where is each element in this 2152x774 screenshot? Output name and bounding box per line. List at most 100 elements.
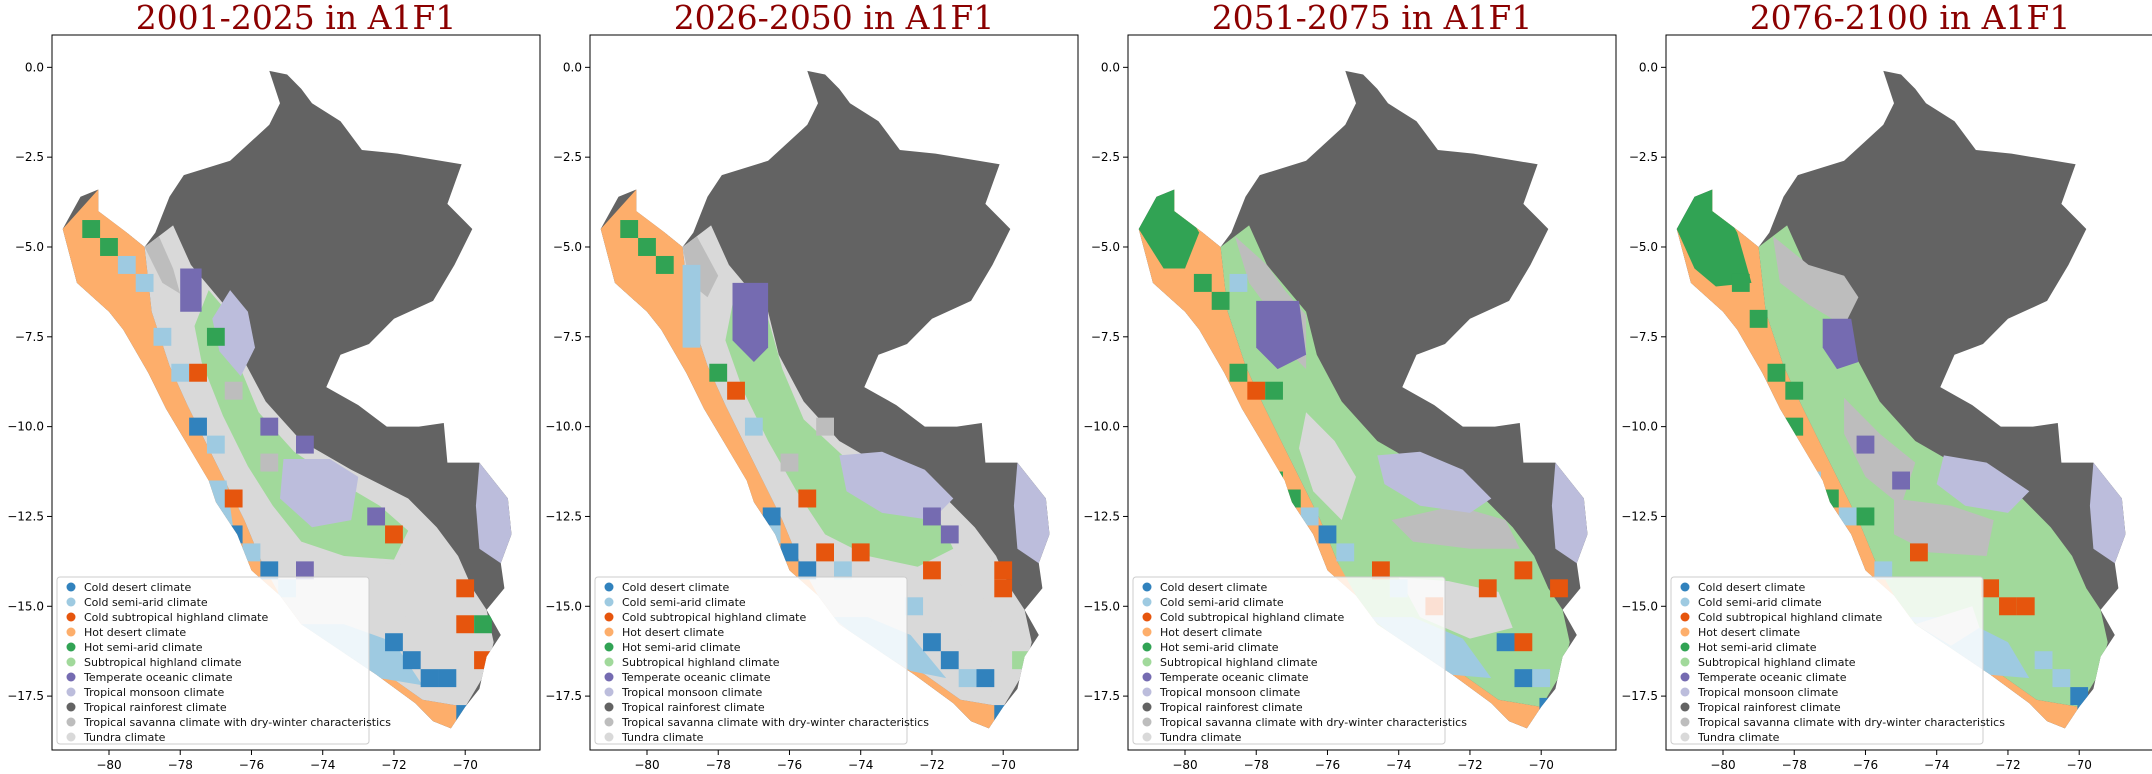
legend-label: Tropical rainforest climate: [1159, 701, 1303, 714]
legend-marker: [1142, 657, 1152, 667]
legend-marker: [66, 642, 76, 652]
x-tick-label: −72: [1995, 758, 2020, 772]
x-tick-label: −78: [168, 758, 193, 772]
legend-label: Cold subtropical highland climate: [1160, 611, 1344, 624]
y-tick-label: −12.5: [545, 509, 582, 523]
legend-marker: [604, 627, 614, 637]
legend-marker: [1680, 582, 1690, 592]
climate-zone: [839, 451, 954, 521]
legend-box: [1670, 576, 1984, 745]
legend-label: Cold desert climate: [622, 581, 729, 594]
y-tick-label: 0.0: [25, 60, 44, 74]
climate-cell: [727, 381, 745, 400]
map-panel-2: 2026-2050 in A1F1 −80 −78 −76 −74 −72 −70 0.0 −2…: [545, 0, 1079, 772]
y-tick-label: −15.0: [1621, 599, 1658, 613]
legend-label: Cold semi-arid climate: [1160, 596, 1284, 609]
climate-cell: [1892, 471, 1910, 490]
legend-label: Temperate oceanic climate: [1159, 671, 1309, 684]
climate-cell: [2016, 597, 2035, 616]
y-tick-label: −10.0: [545, 420, 582, 434]
x-tick-label: −70: [1529, 758, 1554, 772]
legend-label: Tundra climate: [1159, 731, 1242, 744]
legend: Cold desert climate Cold semi-arid climat…: [1132, 576, 1467, 745]
legend-marker: [1142, 672, 1152, 682]
climate-zone: [1772, 236, 1859, 326]
climate-zone: [682, 264, 701, 348]
legend-marker: [1142, 732, 1152, 742]
legend-marker: [66, 582, 76, 592]
climate-zone: [1256, 300, 1307, 370]
climate-cell: [905, 597, 924, 616]
climate-cell: [367, 507, 386, 526]
y-tick-label: −2.5: [15, 150, 44, 164]
legend-marker: [66, 597, 76, 607]
climate-cell: [456, 579, 475, 598]
legend-marker: [1142, 582, 1152, 592]
climate-zone: [144, 236, 181, 294]
legend-label: Cold subtropical highland climate: [84, 611, 268, 624]
legend-label: Tropical monsoon climate: [1159, 686, 1300, 699]
climate-cell: [940, 651, 959, 670]
legend-label: Tropical rainforest climate: [621, 701, 765, 714]
legend-label: Temperate oceanic climate: [1697, 671, 1847, 684]
climate-cell: [923, 507, 941, 526]
y-tick-label: −10.0: [7, 420, 44, 434]
climate-cell: [2070, 687, 2089, 706]
climate-cell: [780, 543, 799, 562]
legend-label: Tropical monsoon climate: [1697, 686, 1838, 699]
climate-cell: [224, 381, 243, 400]
x-tick-label: −70: [991, 758, 1016, 772]
legend: Cold desert climate Cold semi-arid climat…: [594, 576, 929, 745]
climate-cell: [456, 615, 475, 634]
legend-label: Cold semi-arid climate: [622, 596, 746, 609]
legend: Cold desert climate Cold semi-arid climat…: [1670, 576, 2005, 745]
climate-cell: [923, 561, 941, 580]
x-tick-label: −72: [381, 758, 406, 772]
legend-label: Hot desert climate: [622, 626, 724, 639]
legend-marker: [604, 582, 614, 592]
legend-marker: [604, 732, 614, 742]
legend-marker: [66, 687, 76, 697]
climate-cell: [206, 327, 225, 346]
climate-cell: [1785, 381, 1804, 400]
legend-label: Subtropical highland climate: [622, 656, 780, 669]
climate-cell: [171, 363, 190, 382]
y-tick-label: −17.5: [7, 689, 44, 703]
climate-zone: [1894, 498, 1994, 556]
climate-cell: [1981, 579, 2000, 598]
y-tick-label: −17.5: [1621, 689, 1658, 703]
climate-cell: [655, 255, 674, 274]
climate-cell: [851, 543, 870, 562]
climate-zone: [2089, 462, 2126, 564]
climate-zone: [732, 282, 769, 362]
climate-cell: [189, 363, 207, 382]
legend-label: Tropical monsoon climate: [83, 686, 224, 699]
legend-label: Tropical savanna climate with dry-winter…: [83, 716, 391, 729]
climate-cell: [1496, 633, 1515, 652]
climate-cell: [1856, 507, 1875, 526]
y-tick-label: −5.0: [1091, 240, 1120, 254]
y-tick-label: −7.5: [15, 330, 44, 344]
climate-cell: [1838, 507, 1857, 526]
climate-cell: [940, 525, 959, 544]
legend-marker: [1142, 702, 1152, 712]
climate-cell: [994, 579, 1013, 598]
legend-label: Hot semi-arid climate: [1698, 641, 1817, 654]
legend-marker: [1680, 687, 1690, 697]
legend-label: Tropical rainforest climate: [1697, 701, 1841, 714]
legend-marker: [66, 732, 76, 742]
legend-marker: [1680, 672, 1690, 682]
y-tick-label: −7.5: [553, 330, 582, 344]
climate-cell: [816, 543, 834, 562]
climate-zone: [1377, 451, 1492, 513]
legend-label: Tropical savanna climate with dry-winter…: [621, 716, 929, 729]
climate-zone: [1676, 189, 1752, 287]
x-tick-label: −72: [1457, 758, 1482, 772]
climate-cell: [1265, 381, 1283, 400]
legend-label: Hot desert climate: [1698, 626, 1800, 639]
y-tick-label: −17.5: [545, 689, 582, 703]
legend-label: Tropical monsoon climate: [621, 686, 762, 699]
climate-zones: [62, 189, 512, 729]
axes-frame: [1127, 34, 1617, 751]
x-tick-label: −76: [239, 758, 264, 772]
